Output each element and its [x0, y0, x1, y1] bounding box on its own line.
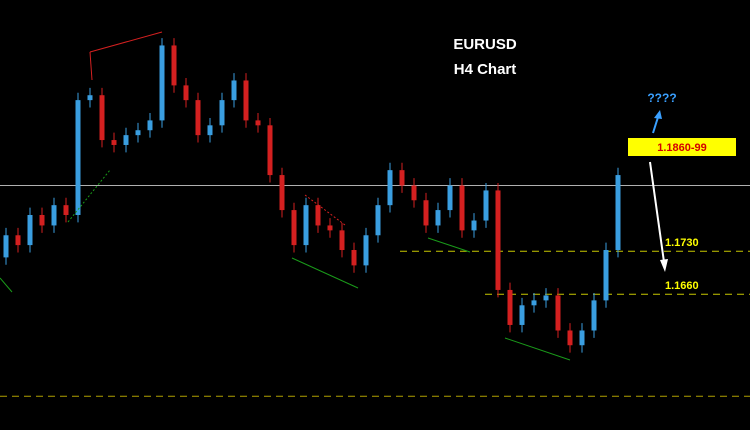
candle-body [531, 300, 537, 306]
candle-body [39, 215, 45, 226]
target-box [628, 138, 736, 156]
candle-body [375, 205, 381, 236]
candle-body [507, 289, 513, 325]
candle-body [615, 175, 621, 251]
candle-body [219, 100, 225, 126]
candle-body [255, 120, 261, 126]
candle-body [15, 235, 21, 246]
candle-body [195, 100, 201, 136]
candle-body [75, 100, 81, 215]
candle-body [171, 45, 177, 86]
candle-body [459, 185, 465, 231]
candle-body [3, 235, 9, 258]
trendline [504, 337, 571, 361]
level-label: 1.1730 [665, 237, 699, 249]
candle-body [423, 200, 429, 226]
candle-body [435, 210, 441, 226]
candle-body [591, 300, 597, 331]
question-label: ???? [647, 91, 676, 105]
candle-body [543, 295, 549, 301]
arrow-head [660, 259, 668, 272]
target-label: 1.1860-99 [657, 142, 707, 154]
level-label: 1.1660 [665, 280, 699, 292]
candle-body [387, 170, 393, 206]
candle-body [135, 130, 141, 136]
candle-body [279, 175, 285, 211]
candle-body [303, 205, 309, 246]
candle-body [27, 215, 33, 246]
candle-body [411, 185, 417, 201]
candle-body [315, 205, 321, 226]
candle-body [267, 125, 273, 176]
trendline [291, 257, 359, 289]
chart-subtitle: H4 Chart [454, 61, 517, 78]
candle-body [291, 210, 297, 246]
candle-body [579, 330, 585, 346]
candle-body [99, 95, 105, 141]
candle-body [63, 205, 69, 215]
chart-title: EURUSD [453, 36, 517, 53]
candle-body [159, 45, 165, 121]
trendline [427, 237, 471, 253]
candle-body [471, 220, 477, 231]
candle-body [495, 190, 501, 290]
candle-body [51, 205, 57, 226]
candle-body [483, 190, 489, 221]
trendline [89, 31, 163, 53]
candle-body [183, 85, 189, 101]
candle-body [351, 250, 357, 266]
candle-body [519, 305, 525, 325]
candle-body [147, 120, 153, 131]
candle-body [603, 250, 609, 301]
candle-body [243, 80, 249, 121]
candle-body [327, 225, 333, 231]
candle-body [399, 170, 405, 186]
trendline [67, 169, 111, 223]
candle-body [87, 95, 93, 101]
trendlines [0, 31, 571, 361]
trendline [304, 194, 346, 226]
trendline [89, 51, 93, 81]
arrow [649, 161, 665, 263]
candle-body [339, 230, 345, 251]
candle-body [567, 330, 573, 346]
trendline [0, 277, 13, 293]
candle-body [123, 135, 129, 145]
arrow-head [654, 110, 662, 119]
candle-body [207, 125, 213, 136]
candle-body [555, 295, 561, 331]
candle-body [447, 185, 453, 211]
candle-body [111, 140, 117, 145]
candle-body [363, 235, 369, 266]
candle-body [231, 80, 237, 101]
